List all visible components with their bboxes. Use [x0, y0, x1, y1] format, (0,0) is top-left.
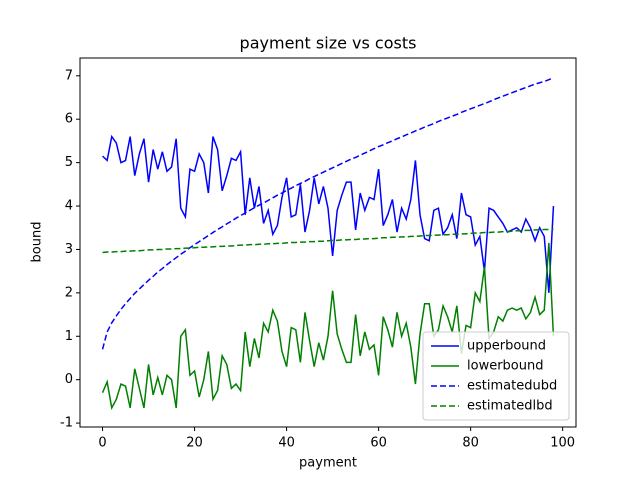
x-tick-label: 0	[98, 436, 106, 451]
y-tick-label: 1	[65, 329, 73, 344]
legend-box	[422, 331, 570, 421]
series-line	[102, 134, 555, 293]
x-axis-label: payment	[299, 456, 357, 471]
series-line	[101, 242, 555, 411]
x-tick-label: 100	[550, 436, 575, 451]
legend-label: estimatedubd	[467, 379, 557, 394]
legend-label: estimatedlbd	[467, 399, 553, 414]
legend-label: upperbound	[467, 339, 546, 354]
y-tick-label: 3	[65, 242, 73, 257]
plot-frame	[79, 57, 577, 428]
series-line	[102, 228, 554, 254]
y-axis-label: bound	[30, 222, 45, 263]
y-tick-label: -1	[60, 416, 73, 431]
x-tick-label: 60	[370, 436, 387, 451]
x-tick-label: 40	[278, 436, 295, 451]
series-line	[101, 76, 554, 350]
x-tick-label: 80	[462, 436, 479, 451]
y-tick-label: 0	[65, 372, 73, 387]
y-tick-label: 6	[65, 112, 73, 127]
chart-title: payment size vs costs	[240, 34, 417, 53]
y-tick-label: 4	[65, 199, 73, 214]
x-tick-label: 20	[186, 436, 203, 451]
y-tick-label: 2	[65, 285, 73, 300]
y-tick-label: 7	[65, 68, 73, 83]
y-tick-label: 5	[65, 155, 73, 170]
legend-label: lowerbound	[467, 359, 543, 374]
